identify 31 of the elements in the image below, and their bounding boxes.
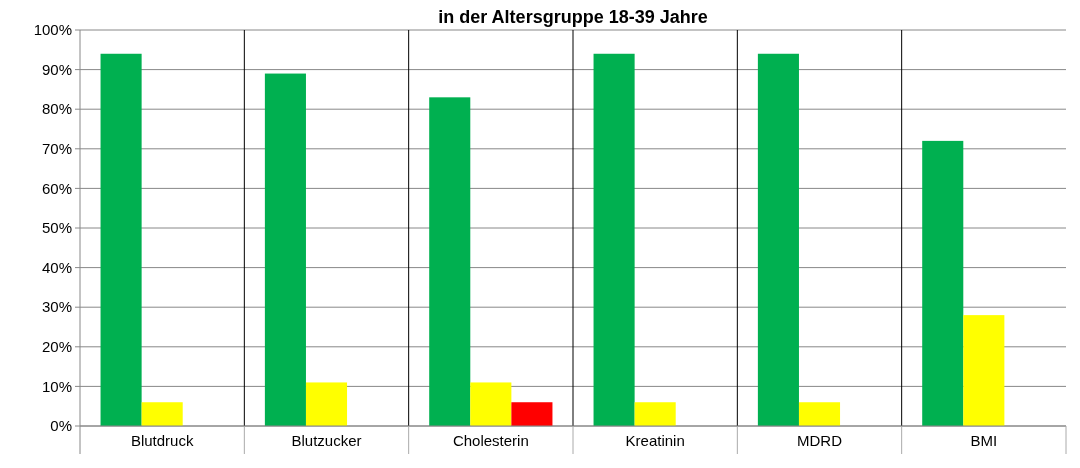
x-tick-label: Cholesterin: [452, 432, 529, 449]
bar: [757, 53, 799, 426]
bar: [470, 382, 512, 426]
bar: [511, 402, 553, 426]
x-tick-label: Blutzucker: [291, 432, 362, 449]
y-tick-label: 40%: [41, 258, 72, 276]
bar: [429, 97, 471, 426]
bar: [922, 140, 964, 426]
y-tick-label: 10%: [41, 377, 72, 395]
y-tick-label: 20%: [41, 338, 72, 356]
y-tick-label: 80%: [41, 100, 72, 118]
bar: [963, 315, 1005, 426]
y-tick-label: 30%: [41, 298, 72, 316]
y-tick-label: 60%: [41, 179, 72, 197]
y-tick-label: 50%: [41, 219, 72, 237]
bar: [141, 402, 183, 426]
y-tick-label: 100%: [33, 21, 72, 39]
x-tick-label: Kreatinin: [625, 432, 685, 449]
bar: [100, 53, 142, 426]
y-tick-label: 70%: [41, 140, 72, 158]
bar: [798, 402, 841, 426]
y-tick-label: 0%: [50, 417, 72, 435]
chart-title: in der Altersgruppe 18-39 Jahre: [438, 7, 708, 27]
y-tick-label: 90%: [41, 60, 72, 78]
x-tick-label: Blutdruck: [130, 432, 194, 449]
bar: [634, 402, 676, 426]
x-tick-label: BMI: [970, 432, 998, 449]
bar: [593, 53, 635, 426]
x-tick-label: MDRD: [797, 432, 843, 449]
bar: [264, 73, 306, 426]
bar: [305, 382, 348, 426]
